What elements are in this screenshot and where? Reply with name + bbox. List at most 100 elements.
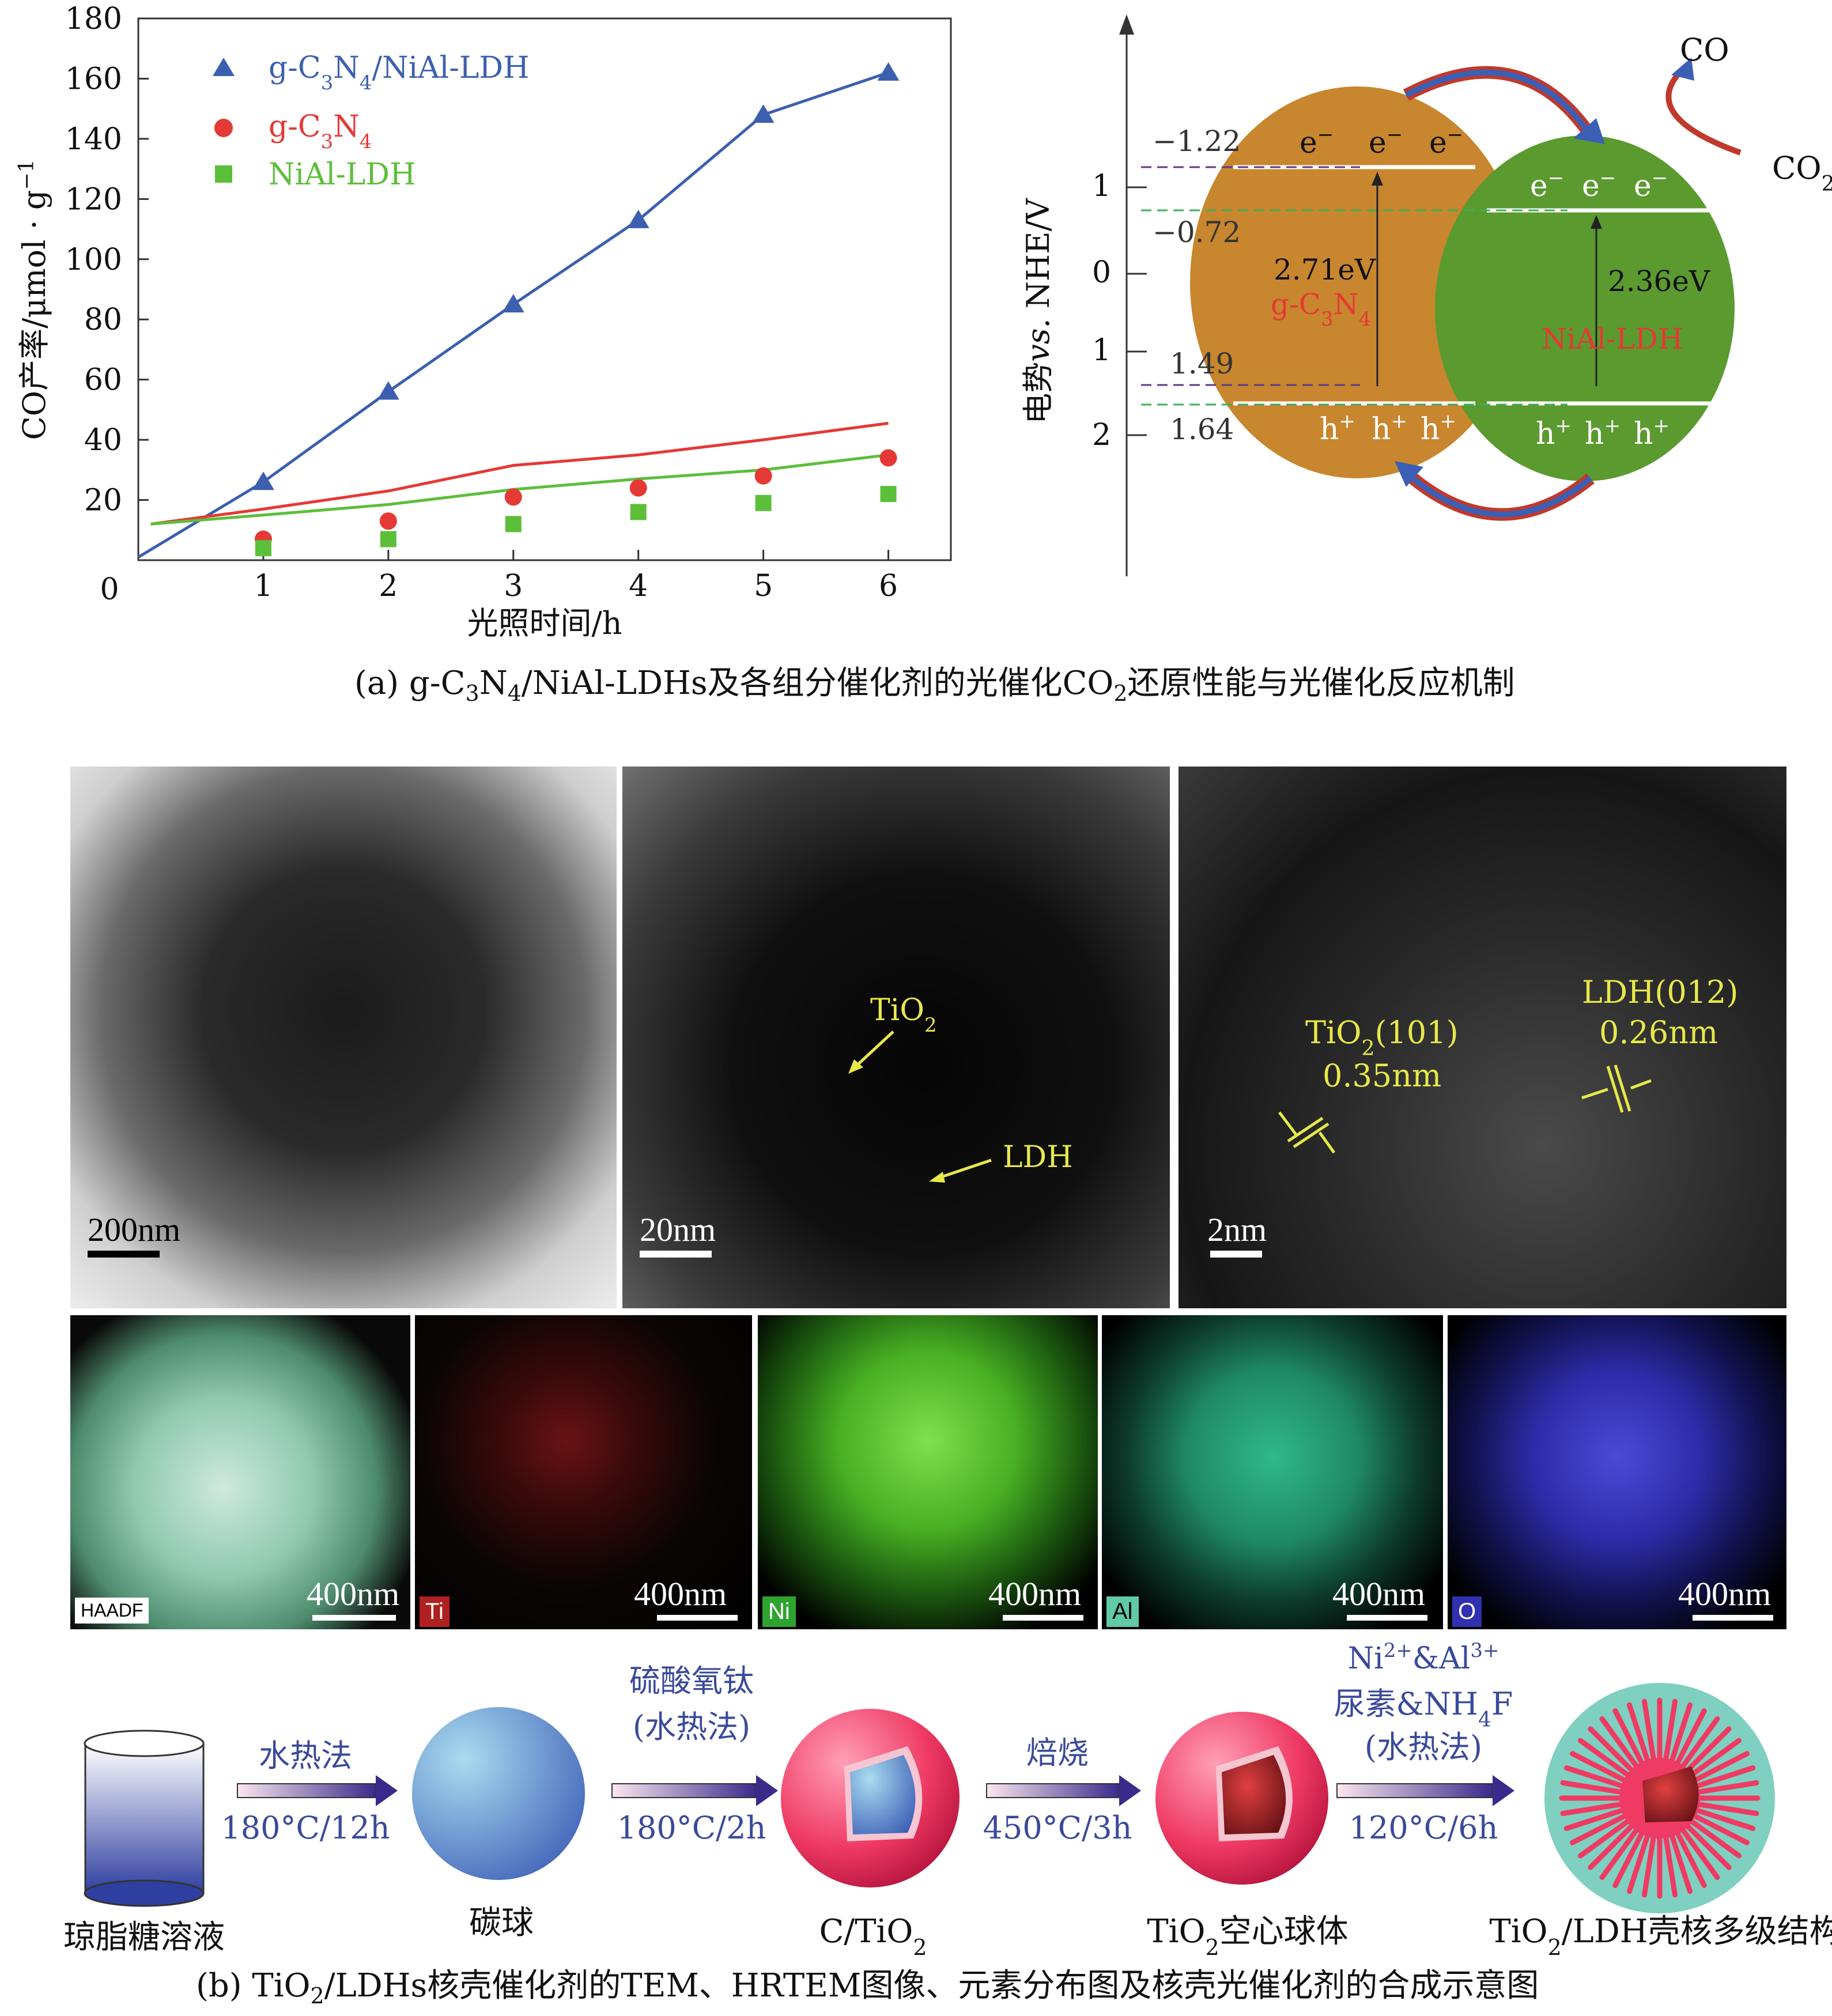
ldh-spike <box>1599 1828 1639 1881</box>
ldh-spike <box>1626 1702 1650 1762</box>
svg-text:e−: e− <box>1582 167 1616 203</box>
potential-tick-2: 2 <box>1092 418 1111 452</box>
svg-text:h+: h+ <box>1536 414 1572 451</box>
ldh-spike <box>1695 1765 1756 1788</box>
arrow-step3 <box>986 1775 1141 1806</box>
scale-bar-map3 <box>1003 1615 1083 1621</box>
o-chip: O <box>1452 1596 1482 1627</box>
ldh-spike <box>1693 1751 1750 1783</box>
arrow-step2 <box>611 1775 778 1806</box>
potential-tick-1b: 1 <box>1092 333 1111 368</box>
ldh-spike <box>1680 1828 1720 1881</box>
ti-chip: Ti <box>420 1596 449 1627</box>
scale-label-20nm: 20nm <box>640 1211 716 1248</box>
co-yield-chart: 1 2 3 4 5 6 20 40 60 80 100 120 140 160 180 CO产率/μmol … <box>15 2 952 641</box>
tio2-101-annotation: TiO2(101) <box>1305 1014 1459 1060</box>
svg-text:e−: e− <box>1369 123 1403 160</box>
svg-text:e−: e− <box>1530 167 1564 203</box>
step1-label: 琼脂糖溶液 <box>63 1919 225 1956</box>
svg-text:h+: h+ <box>1320 410 1355 447</box>
scale-label-map5: 400nm <box>1678 1575 1771 1613</box>
arrow4-top2: 尿素&NH4F <box>1334 1686 1513 1732</box>
svg-text:e−: e− <box>1429 123 1463 160</box>
scale-label-map2: 400nm <box>634 1575 727 1613</box>
fit-line-1 <box>150 421 889 526</box>
y-tick-label: 40 <box>84 423 122 458</box>
map-al: Al 400nm <box>1102 1315 1443 1629</box>
arrow4-bottom: 120°C/6h <box>1349 1810 1498 1846</box>
caption-a: (a) g-C3N4/NiAl-LDHs及各组分催化剂的光催化CO2还原性能与光… <box>354 665 1515 707</box>
haadf-chip: HAADF <box>75 1598 149 1624</box>
synthesis-scheme: 琼脂糖溶液 水热法 180°C/12h 碳球 硫酸氧钛 (水热法) 180°C/… <box>63 1643 1832 1960</box>
arrow2-bottom: 180°C/2h <box>617 1810 766 1846</box>
axis-arrowhead <box>1119 14 1134 35</box>
step4-label: TiO2空心球体 <box>1147 1913 1348 1960</box>
map-o: O 400nm <box>1448 1315 1786 1629</box>
ldh-spike <box>1663 1835 1678 1898</box>
ni-chip: Ni <box>762 1596 796 1627</box>
x-tick-label: 6 <box>879 569 898 603</box>
point-circle <box>879 449 897 467</box>
arrow2-top1: 硫酸氧钛 <box>629 1663 754 1699</box>
ldh-spike <box>1697 1780 1759 1795</box>
svg-text:e−: e− <box>1300 123 1334 160</box>
ldh-spike <box>1680 1716 1720 1768</box>
scale-label-map4: 400nm <box>1332 1575 1426 1613</box>
fit-line-0 <box>137 71 889 558</box>
point-triangle <box>377 381 399 400</box>
potential-tick-0: 0 <box>1092 255 1111 290</box>
ldh-spike <box>1588 1824 1634 1870</box>
ldh-spike <box>1626 1834 1650 1894</box>
ldh-gap-label: 2.36eV <box>1608 265 1710 298</box>
al-chip: Al <box>1106 1596 1139 1627</box>
hrtem-panel-2nm: TiO2(101) 0.35nm LDH(012) 0.26nm 2nm <box>1178 767 1786 1308</box>
ldh-spike <box>1663 1698 1678 1761</box>
label-1-64: 1.64 <box>1170 413 1234 446</box>
label-minus-0-72: −0.72 <box>1153 216 1241 249</box>
plot-frame <box>137 17 952 561</box>
scale-label-200nm: 200nm <box>88 1211 181 1248</box>
arrow1-bottom: 180°C/12h <box>221 1810 390 1846</box>
ldh-spike <box>1697 1802 1759 1817</box>
step3-label: C/TiO2 <box>819 1913 927 1960</box>
ldh-spike <box>1690 1819 1742 1859</box>
scale-bar-map5 <box>1693 1615 1773 1621</box>
origin-label: 0 <box>100 572 119 607</box>
arrow4-top3: (水热法) <box>1365 1729 1482 1765</box>
tem-panel-20nm: TiO2 LDH 20nm <box>622 767 1170 1308</box>
y-tick-label: 160 <box>65 62 122 96</box>
tio2-hollow-sphere <box>1155 1712 1328 1885</box>
ldh-spike <box>1675 1708 1707 1765</box>
map-haadf-overlay: HAADF 400nm <box>70 1315 410 1629</box>
potential-axis-label: 电势vs. NHE/V <box>1020 198 1056 424</box>
ldh-ellipse <box>1435 135 1735 481</box>
y-tick-label: 180 <box>65 2 122 36</box>
ldh-spike <box>1695 1808 1756 1832</box>
point-square <box>380 531 396 548</box>
scale-label-map3: 400nm <box>988 1575 1082 1613</box>
legend: g-C3N4/NiAl-LDH g-C3N4 NiAl-LDH <box>213 51 529 192</box>
point-square <box>255 540 271 557</box>
step2-label: 碳球 <box>469 1904 534 1942</box>
point-triangle <box>502 294 524 313</box>
scale-bar-200nm <box>88 1251 160 1258</box>
arrow-step1 <box>237 1775 398 1806</box>
scale-label-map1: 400nm <box>307 1575 400 1613</box>
ldh-lattice-marker <box>1581 1064 1652 1113</box>
scale-bar-map1 <box>312 1615 396 1621</box>
legend-marker-triangle <box>213 58 235 76</box>
arrow2-top2: (水热法) <box>633 1709 750 1745</box>
ldh-spike <box>1641 1835 1656 1898</box>
label-minus-1-22: −1.22 <box>1153 124 1241 158</box>
gcn-holes: h+ h+ h+ <box>1320 410 1456 447</box>
y-tick-label: 120 <box>65 182 122 217</box>
legend-label-ldh: NiAl-LDH <box>269 157 415 192</box>
x-tick-label: 3 <box>504 569 523 603</box>
point-circle <box>504 488 522 506</box>
scale-bar-map2 <box>657 1615 738 1621</box>
step5-label: TiO2/LDH壳核多级结构 <box>1489 1913 1832 1960</box>
arrow4-top1: Ni2+&Al3+ <box>1348 1643 1499 1676</box>
ldh-spike <box>1612 1708 1644 1765</box>
svg-text:e−: e− <box>1634 167 1668 203</box>
tio2-lattice-marker <box>1278 1111 1336 1154</box>
